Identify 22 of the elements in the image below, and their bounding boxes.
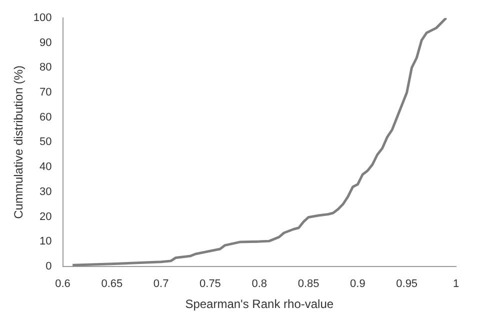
y-tick-label: 90 [40, 36, 52, 49]
x-tick-label: 0.75 [200, 278, 221, 290]
x-tick-label: 0.7 [153, 278, 169, 290]
y-tick-label: 40 [40, 161, 52, 174]
y-tick-label: 10 [40, 236, 52, 248]
y-tick-label: 0 [46, 260, 52, 272]
y-tick-label: 30 [40, 186, 52, 198]
x-axis-title: Spearman's Rank rho-value [185, 297, 334, 312]
y-tick-label: 60 [40, 111, 52, 124]
x-tick-label: 0.9 [350, 278, 366, 290]
y-tick-label: 70 [40, 86, 52, 99]
y-tick-label: 50 [40, 136, 52, 148]
y-tick-label: 20 [40, 210, 52, 223]
y-tick-label: 100 [33, 12, 52, 24]
x-tick-label: 0.6 [55, 278, 70, 290]
x-tick-label: 0.65 [101, 278, 123, 290]
y-axis-title: Cummulative distribution (%) [12, 66, 26, 219]
y-tick-label: 80 [40, 62, 52, 74]
x-tick-label: 0.8 [252, 278, 268, 290]
x-tick-label: 1 [452, 278, 460, 290]
x-tick-label: 0.95 [396, 278, 418, 290]
x-tick-label: 0.85 [298, 278, 320, 290]
